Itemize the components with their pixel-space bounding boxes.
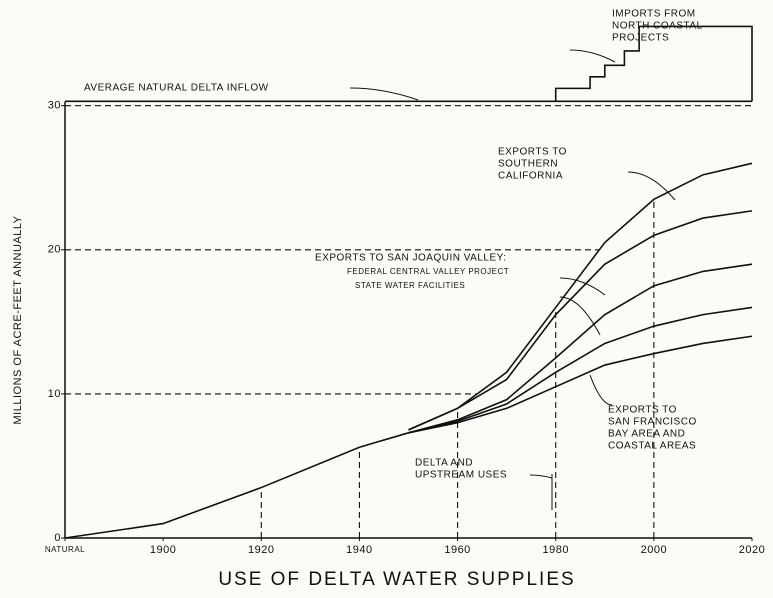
annotation: NORTH COASTAL [612,21,703,32]
series-line [408,162,753,431]
y-tick-label: 0 [54,532,61,544]
y-axis-label: MILLIONS OF ACRE-FEET ANNUALLY [12,215,24,424]
annotation: DELTA AND [415,458,473,469]
y-tick-label: 10 [48,388,61,400]
series-line [408,263,753,434]
pointer [627,171,676,201]
y-tick-label: 30 [48,100,61,112]
annotation: UPSTREAM USES [415,470,507,481]
x-tick-label: 1900 [150,544,176,556]
annotation: BAY AREA AND [608,429,685,440]
pointer [349,87,419,101]
series-line [408,306,753,434]
annotation: COASTAL AREAS [608,441,696,452]
series-line [408,210,753,431]
pointer [529,474,553,479]
x-tick-label: 1920 [248,544,274,556]
annotation: FEDERAL CENTRAL VALLEY PROJECT [347,267,509,276]
x-tick-label: 1980 [542,544,568,556]
series-line [64,335,753,539]
y-tick-label: 20 [48,244,61,256]
annotation: STATE WATER FACILITIES [355,281,465,290]
x-tick-label: 2020 [739,544,765,556]
annotation: AVERAGE NATURAL DELTA INFLOW [84,83,269,94]
chart-title: USE OF DELTA WATER SUPPLIES [218,569,575,590]
annotation: EXPORTS TO SAN JOAQUIN VALLEY: [315,253,507,264]
pointer [569,49,616,63]
x-tick-label: 1960 [444,544,470,556]
series-line [554,25,753,102]
pointer [559,277,606,296]
x-tick-label: 1940 [346,544,372,556]
x-tick-label: NATURAL [45,545,85,554]
annotation: CALIFORNIA [498,171,563,182]
annotation: SOUTHERN [498,159,558,170]
x-tick-label: 2000 [641,544,667,556]
annotation: EXPORTS TO [498,147,567,158]
annotation: EXPORTS TO [608,405,677,416]
annotation: IMPORTS FROM [612,9,696,20]
annotation: SAN FRANCISCO [608,417,697,428]
pointer [559,296,601,336]
annotation: PROJECTS [612,33,669,44]
pointer [589,374,613,406]
